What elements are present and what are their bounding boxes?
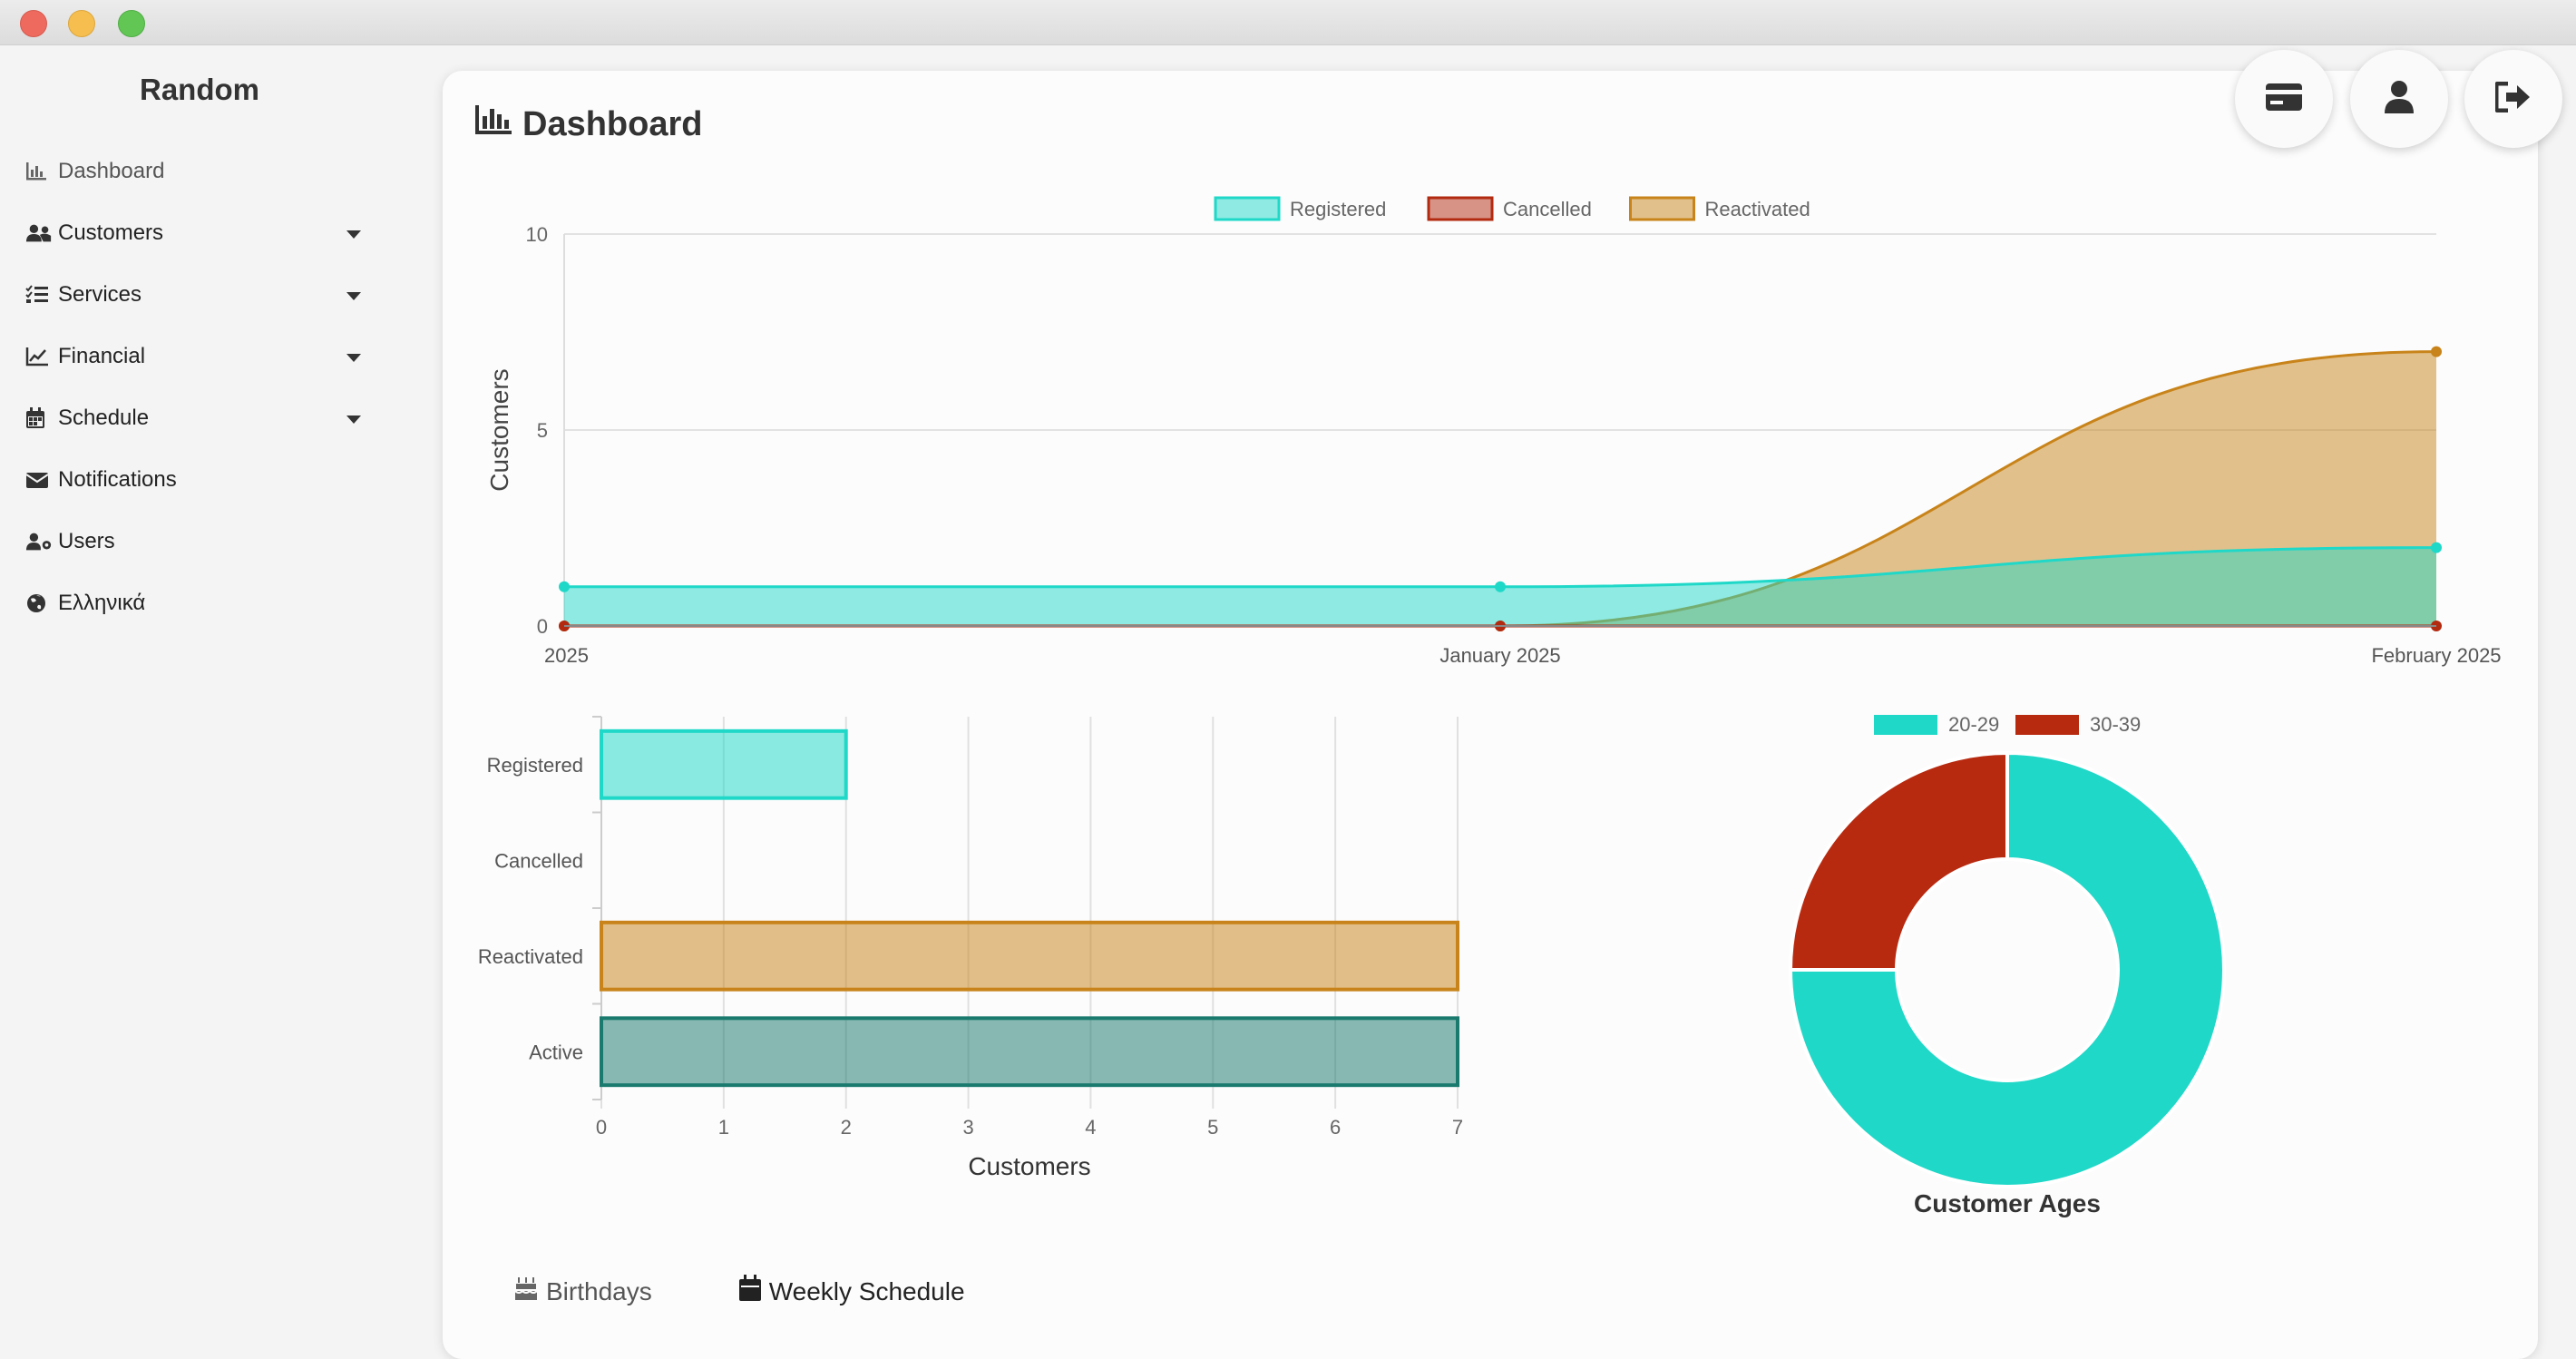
chart-bar-icon [25,161,53,182]
customers-area-chart: Registered Cancelled Reactivated 0 5 10 Custom… [485,196,2502,667]
legend-swatch [1874,715,1937,735]
bar-reactivated [600,920,1459,992]
y-tick-label: 5 [537,419,548,442]
sidebar-item-notifications[interactable]: Notifications [25,457,379,503]
x-tick-label: 5 [1207,1116,1218,1139]
brand-name: Random [140,73,259,106]
sidebar-item-dashboard[interactable]: Dashboard [25,149,379,194]
y-tick-label: Reactivated [478,945,583,968]
list-check-icon [25,284,53,306]
legend-label: 30-39 [2090,713,2141,736]
data-point-registered [559,581,570,592]
legend-swatch [2015,715,2079,735]
data-point-registered [1495,581,1506,592]
x-tick-label: 2025 [544,644,589,667]
area-fill-reactivated [564,351,2436,626]
tab-label: Birthdays [546,1276,652,1305]
chevron-down-icon[interactable] [346,354,361,362]
page-title-text: Dashboard [522,104,703,143]
x-tick-label: 7 [1452,1116,1463,1139]
profile-button[interactable] [2350,50,2448,148]
chart-title: Customer Ages [1914,1189,2101,1217]
y-tick-label: 0 [537,615,548,638]
sidebar-item-label: Customers [58,220,164,245]
y-tick-label: Registered [487,754,583,777]
sidebar-item-language[interactable]: Ελληνικά [25,581,379,626]
legend-swatch [1427,196,1494,221]
page-title: Dashboard [473,103,702,145]
tab-weekly-schedule[interactable]: Weekly Schedule [738,1275,965,1308]
customers-status-bar-chart: 0 1 2 3 4 5 6 7 Registered Cancelled Reactivated Ac… [478,716,1463,1180]
x-tick-label: 2 [841,1116,852,1139]
slice-20-29 [1788,750,2226,1188]
x-tick-label: 6 [1330,1116,1341,1139]
calendar-icon [738,1275,762,1308]
sidebar-item-label: Ελληνικά [58,591,146,615]
sidebar-item-label: Schedule [58,406,150,430]
calendar-icon [25,407,53,429]
user-icon [2384,80,2415,119]
dashboard-tabs: Birthdays Weekly Schedule [513,1275,965,1308]
legend-swatch [1629,196,1695,221]
credit-card-icon [2265,83,2303,116]
y-tick-label: Cancelled [494,849,583,872]
x-tick-label: 1 [718,1116,729,1139]
birthday-cake-icon [513,1275,539,1308]
chart-bar-icon [473,103,513,145]
tab-birthdays[interactable]: Birthdays [513,1275,652,1308]
users-icon [25,222,53,244]
sidebar-item-financial[interactable]: Financial [25,334,379,379]
x-axis-label: Customers [968,1152,1090,1180]
logout-icon [2493,81,2532,117]
sidebar-item-schedule[interactable]: Schedule [25,396,379,441]
legend-swatch [1214,196,1281,221]
sidebar-item-label: Dashboard [58,159,165,183]
x-tick-label: 0 [596,1116,607,1139]
sidebar-item-label: Users [58,529,115,553]
envelope-icon [25,469,53,491]
y-tick-label: 10 [526,223,548,246]
window-minimize-button[interactable] [68,10,95,37]
data-point-reactivated [2431,346,2442,357]
x-tick-label: 3 [962,1116,973,1139]
tab-label: Weekly Schedule [768,1276,965,1305]
sidebar-item-users[interactable]: Users [25,519,379,564]
logout-button[interactable] [2464,50,2562,148]
customer-ages-doughnut-chart: 20-29 30-39 Customer Ages [1788,713,2226,1217]
sidebar: Random Dashboard Customers Services Fina… [0,45,399,1334]
sidebar-item-label: Notifications [58,467,177,492]
window-maximize-button[interactable] [118,10,145,37]
chevron-down-icon[interactable] [346,230,361,239]
legend-label: Reactivated [1705,198,1810,220]
sidebar-item-services[interactable]: Services [25,272,379,318]
sidebar-item-label: Services [58,282,142,307]
slice-30-39 [1788,750,2009,972]
y-axis-label: Customers [485,368,513,491]
x-tick-label: 4 [1085,1116,1096,1139]
billing-button[interactable] [2235,50,2333,148]
legend-label: Registered [1290,198,1386,220]
user-gear-icon [25,531,53,552]
main-panel: Dashboard [443,71,2538,1359]
sidebar-item-label: Financial [58,344,146,368]
sidebar-item-customers[interactable]: Customers [25,210,379,256]
globe-icon [25,592,53,614]
y-tick-label: Active [529,1041,583,1063]
chart-line-icon [25,346,53,367]
window-titlebar [0,0,2576,45]
data-point-registered [2431,542,2442,553]
window-close-button[interactable] [20,10,47,37]
legend-label: 20-29 [1948,713,1999,736]
x-tick-label: February 2025 [2371,644,2501,667]
bar-registered [600,728,848,800]
legend-label: Cancelled [1503,198,1592,220]
chevron-down-icon[interactable] [346,292,361,300]
bar-active [600,1016,1459,1088]
chevron-down-icon[interactable] [346,416,361,424]
x-tick-label: January 2025 [1439,644,1560,667]
